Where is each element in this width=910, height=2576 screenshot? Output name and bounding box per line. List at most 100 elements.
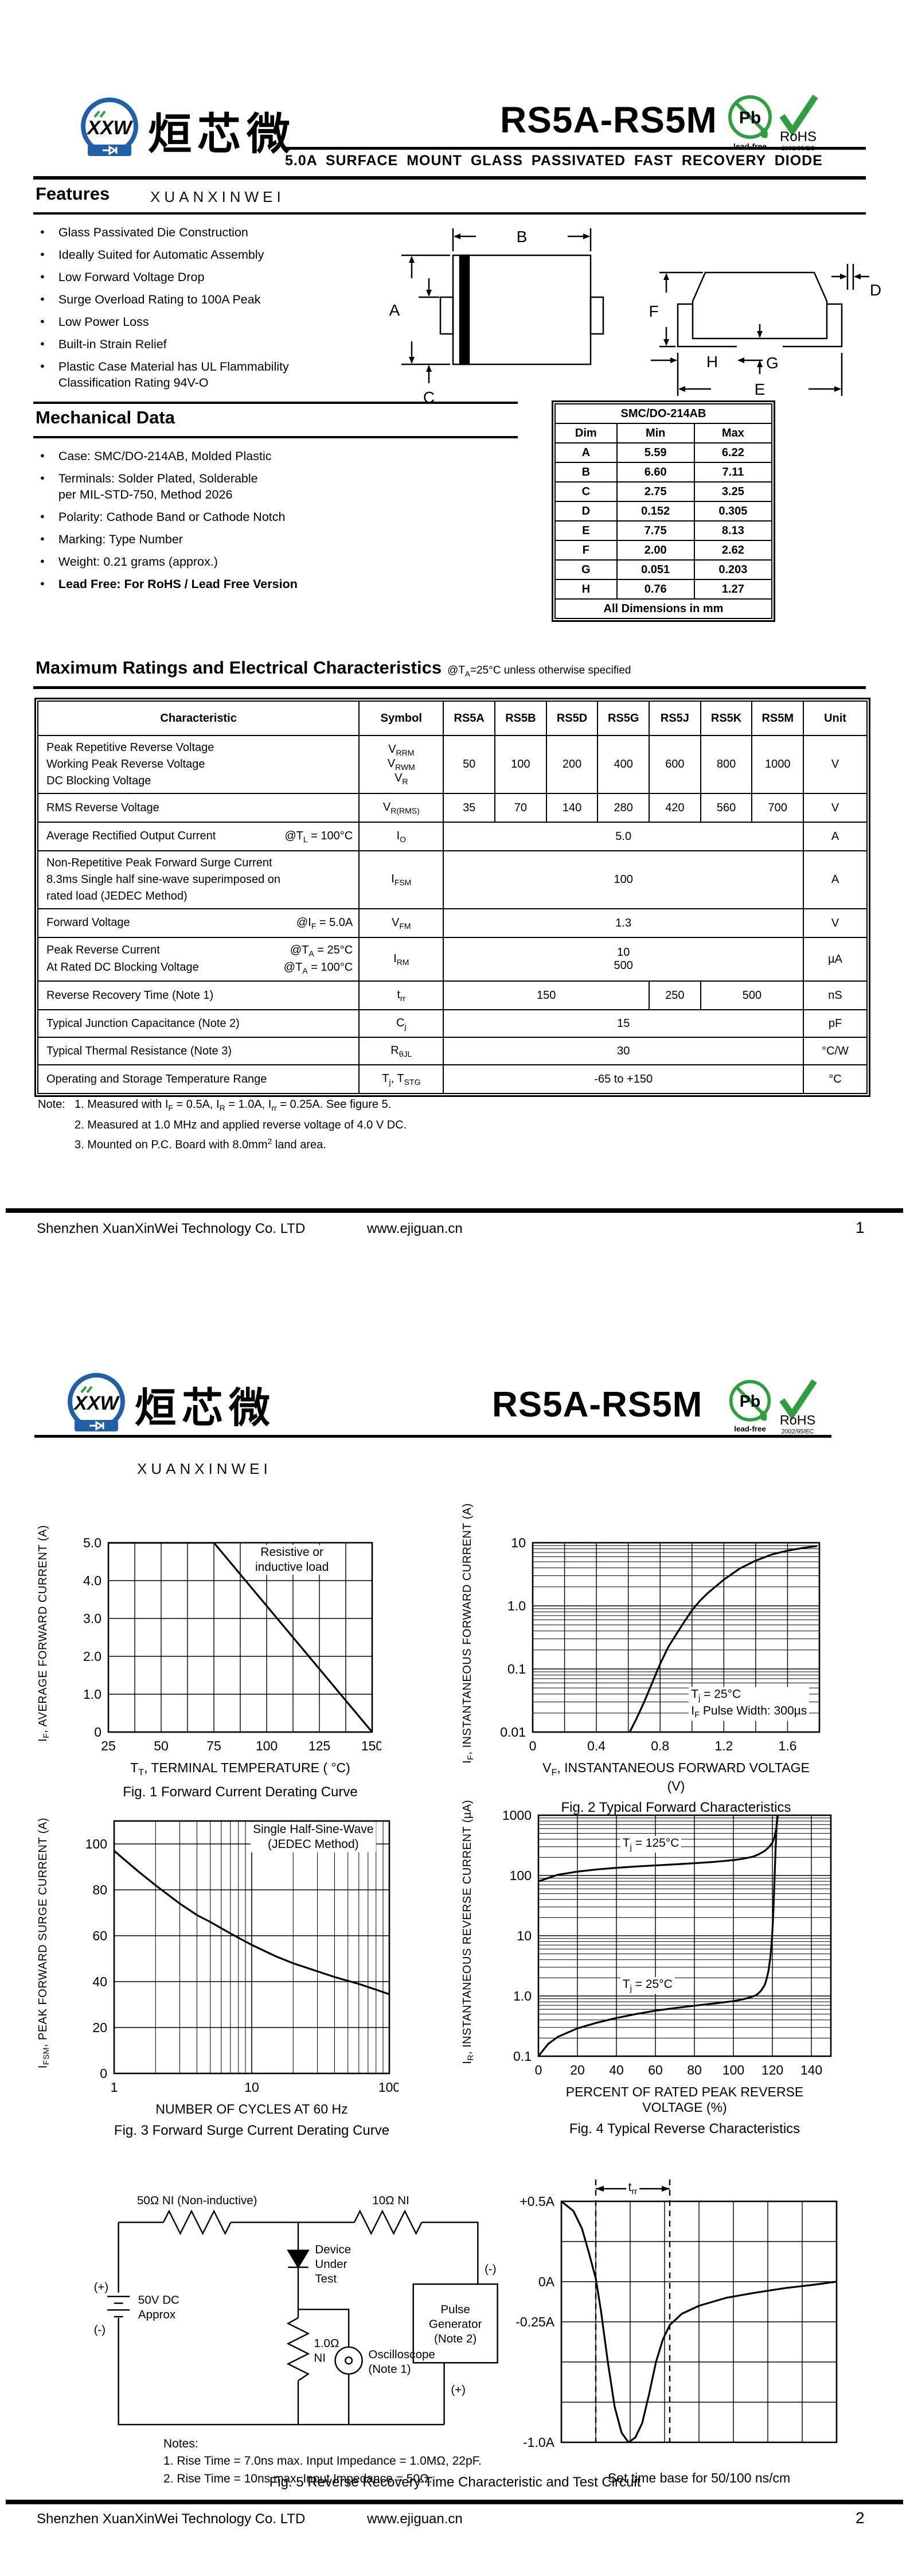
condition-text: @TA = 100°C <box>283 961 353 975</box>
subtitle: 5.0A SURFACE MOUNT GLASS PASSIVATED FAST… <box>285 153 823 169</box>
svg-text:100: 100 <box>510 1868 532 1883</box>
circuit-notes: Notes: 1. Rise Time = 7.0ns max. Input Im… <box>163 2435 482 2488</box>
table-row: SMC/DO-214AB <box>554 403 772 424</box>
table-row: B 6.60 7.11 <box>554 462 773 482</box>
list-item-text: Weight: 0.21 grams (approx.) <box>58 554 218 569</box>
svg-text:-0.25A: -0.25A <box>515 2314 554 2329</box>
value-cell: 800 <box>700 735 753 794</box>
rohs-icon: RoHS 2002/95/EC <box>779 94 818 152</box>
svg-text:1.0: 1.0 <box>83 1687 101 1702</box>
rohs-icon: RoHS 2002/95/EC <box>779 1379 817 1435</box>
fig5-caption: Fig. 5 Reverse Recovery Time Characteris… <box>269 2474 641 2490</box>
unit-cell: µA <box>803 937 868 982</box>
svg-text:20: 20 <box>570 2063 585 2077</box>
table-row: Average Rectified Output Current @TL = 10… <box>37 822 868 851</box>
svg-text:RoHS: RoHS <box>780 1412 815 1427</box>
figure-caption: Fig. 1 Forward Current Derating Curve <box>123 1784 358 1800</box>
table-row: RMS Reverse Voltage VR(RMS) 35 70 140 280 420 5… <box>37 793 868 823</box>
svg-text:1.0: 1.0 <box>513 1989 532 2003</box>
table-cell: E <box>554 520 618 541</box>
dut-label: Device <box>315 2243 351 2256</box>
features-list: ● Glass Passivated Die Construction ● Ideal… <box>38 225 368 398</box>
x-axis-label: VF, INSTANTANEOUS FORWARD VOLTAGE (V) <box>542 1760 810 1793</box>
column-header: Max <box>693 423 773 443</box>
list-item: ● Glass Passivated Die Construction <box>38 225 368 241</box>
bullet-icon: ● <box>40 227 45 236</box>
characteristic-cell: Peak Reverse Current @TA = 25°C At Rated D… <box>37 937 360 982</box>
diode-symbol-icon <box>103 145 118 155</box>
value-cell: 280 <box>597 793 650 823</box>
condition-text: @TL = 100°C <box>284 829 353 844</box>
list-item: ● Polarity: Cathode Band or Cathode Notch <box>38 509 370 526</box>
ratings-table: Characteristic Symbol RS5A RS5B RS5D RS5G RS5J… <box>34 698 870 1097</box>
fig4-plot: 0 20 40 60 80 100 120 140 1000 100 10 1.0 0.1 <box>502 1808 832 2077</box>
trr-waveform-chart: +0.5A 0A -0.25A -1.0A trr Set time base for 5… <box>505 2172 846 2486</box>
table-header-row: Characteristic Symbol RS5A RS5B RS5D RS5G RS5J… <box>37 701 868 736</box>
pg-plus-label: (+) <box>451 2383 466 2396</box>
value-cell: 420 <box>649 793 701 823</box>
svg-text:50: 50 <box>154 1738 169 1753</box>
xuanxinwei-logo-icon: XXW <box>81 98 138 156</box>
table-row: Peak Repetitive Reverse Voltage Working P… <box>37 735 868 794</box>
symbol-cell: IO <box>358 822 444 851</box>
bullet-icon: ● <box>40 316 45 325</box>
resistor-1ohm-label: 1.0Ω <box>314 2337 339 2350</box>
svg-text:1000: 1000 <box>502 1808 532 1823</box>
table-cell: D <box>554 501 618 522</box>
table-row: H 0.76 1.27 <box>554 579 773 600</box>
fig3-plot: 1 10 100 100 80 60 40 20 0 <box>85 1820 400 2095</box>
svg-text:Pb: Pb <box>739 108 761 127</box>
svg-text:0: 0 <box>529 1738 537 1753</box>
unit-cell: nS <box>803 980 868 1010</box>
list-item-text: Polarity: Cathode Band or Cathode Notch <box>58 509 286 524</box>
list-item-text: Low Forward Voltage Drop <box>58 270 205 284</box>
column-header-model: RS5B <box>494 701 547 736</box>
figure-caption: Fig. 3 Forward Surge Current Derating Cu… <box>114 2123 390 2138</box>
divider <box>33 686 866 689</box>
note-line: 2. Measured at 1.0 MHz and applied rever… <box>75 1118 407 1131</box>
brand-chinese: 烜芯微 <box>148 110 296 159</box>
table-row: Reverse Recovery Time (Note 1) trr 150 250 5… <box>37 980 868 1010</box>
table-cell: 6.22 <box>693 442 773 463</box>
svg-text:10: 10 <box>517 1928 532 1943</box>
list-item: ● Plastic Case Material has UL Flammabili… <box>38 359 368 391</box>
fig1-plot: 25 50 75 100 125 150 5.0 4.0 3.0 2.0 1.0 0 <box>83 1535 383 1753</box>
divider <box>33 212 866 215</box>
svg-text:0A: 0A <box>538 2274 555 2289</box>
chart-annotation: Resistive or inductive load <box>252 1544 331 1575</box>
header-rule <box>285 147 866 150</box>
table-row: E 7.75 8.13 <box>554 520 773 541</box>
characteristic-text: Non-Repetitive Peak Forward Surge Curren… <box>46 857 272 869</box>
column-header-model: RS5G <box>597 701 650 736</box>
dim-label-B: B <box>517 228 528 246</box>
table-cell: 2.00 <box>616 540 695 561</box>
svg-text:NI: NI <box>314 2351 326 2364</box>
svg-text:2002/95/EC: 2002/95/EC <box>782 1429 814 1435</box>
svg-text:120: 120 <box>761 2063 783 2077</box>
unit-cell: A <box>803 822 868 851</box>
table-row: G 0.051 0.203 <box>554 559 773 580</box>
part-number-title: RS5A-RS5M <box>500 99 717 141</box>
list-item: ● Terminals: Solder Plated, Solderable per… <box>38 471 370 503</box>
footer-url[interactable]: www.ejiguan.cn <box>367 2511 463 2527</box>
brand-chinese: 烜芯微 <box>135 1386 276 1431</box>
svg-text:40: 40 <box>92 1974 107 1989</box>
unit-cell: pF <box>803 1009 868 1038</box>
fig2-plot: 0 0.4 0.8 1.2 1.6 10 1.0 0.1 0.01 <box>500 1535 821 1753</box>
characteristic-text: RMS Reverse Voltage <box>46 801 159 814</box>
svg-text:140: 140 <box>800 2063 822 2077</box>
xuanxinwei-logo-icon: XXW <box>68 1373 125 1431</box>
note-line: 1. Rise Time = 7.0ns max. Input Impedanc… <box>163 2454 482 2468</box>
trr-plot: +0.5A 0A -0.25A -1.0A <box>515 2180 838 2450</box>
svg-text:lead-free: lead-free <box>734 1425 766 1433</box>
svg-text:+0.5A: +0.5A <box>520 2194 554 2209</box>
list-item-text: Low Power Loss <box>58 314 149 329</box>
fig3-forward-surge-current-derating-chart: IFSM, PEAK FORWARD SURGE CURRENT (A) 1 10 1… <box>33 1813 412 2139</box>
svg-text:25: 25 <box>101 1738 116 1753</box>
svg-text:(Note 2): (Note 2) <box>434 2332 477 2345</box>
fig1-forward-current-derating-chart: IF, AVERAGE FORWARD CURRENT (A) 25 50 75 100… <box>33 1525 395 1800</box>
ratings-condition: @TA=25°C unless otherwise specified <box>447 664 631 678</box>
column-header-model: RS5M <box>751 701 804 736</box>
svg-text:150: 150 <box>361 1738 381 1753</box>
footer-url[interactable]: www.ejiguan.cn <box>367 1221 463 1236</box>
